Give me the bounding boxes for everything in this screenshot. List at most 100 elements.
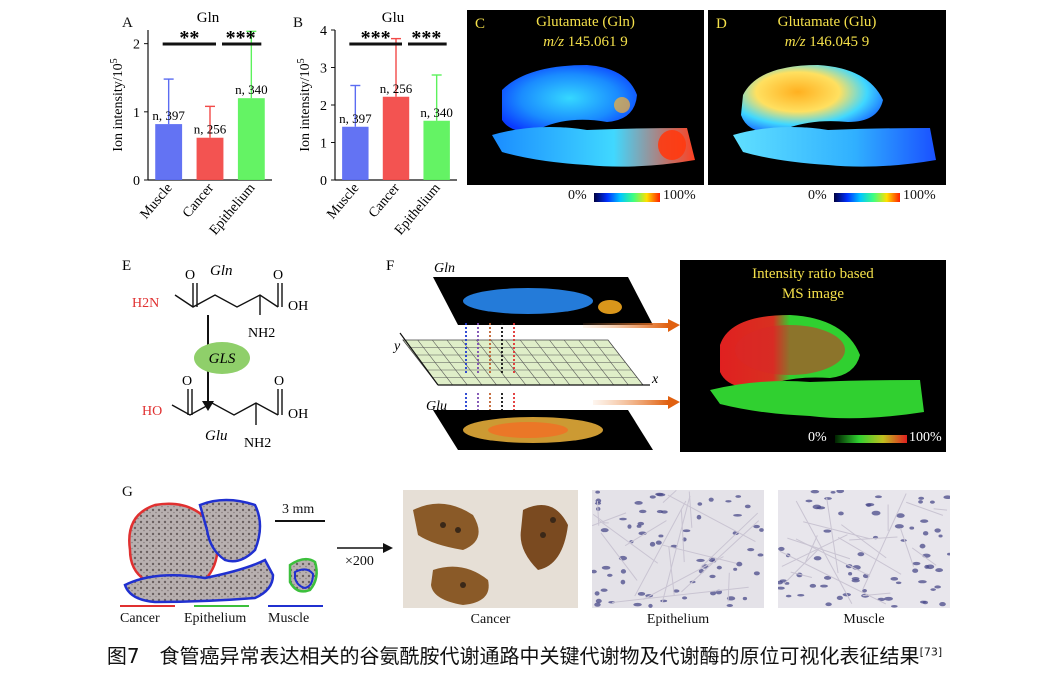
scale-bar (275, 520, 325, 522)
arrowhead-top (668, 319, 680, 332)
enzyme-ellipse (194, 342, 250, 374)
nucleus (862, 588, 867, 593)
nucleus (934, 528, 941, 533)
nucleus (733, 513, 742, 517)
nucleus (920, 519, 929, 523)
legend-line-muscle (268, 605, 323, 607)
nucleus (655, 492, 664, 496)
sig-stars-right: *** (226, 27, 256, 49)
enzyme-label: GLS (209, 351, 236, 367)
panel-b: B Glu 0 1 2 3 4 Ion intensity/105 n, 397 Muscle… (285, 0, 465, 255)
ratio-colorbar (835, 435, 907, 443)
nucleus (779, 579, 787, 583)
nucleus (838, 511, 844, 516)
nucleus (778, 586, 785, 590)
nucleus (810, 490, 820, 494)
nucleus (922, 531, 929, 536)
mz-prefix-d: m/z (784, 34, 806, 50)
nucleus (595, 498, 602, 504)
nucleus (929, 500, 935, 504)
nucleus (660, 599, 668, 603)
legend-label-muscle: Muscle (268, 611, 310, 626)
fiber (803, 521, 870, 540)
mz-value-d: 146.045 9 (809, 34, 870, 50)
gln-h2n: H2N (132, 296, 159, 311)
fiber (600, 532, 638, 581)
nucleus (934, 585, 941, 589)
gln-name: Gln (210, 263, 233, 279)
y-axis-label-exponent: 5 (109, 58, 120, 63)
nucleus (634, 501, 643, 505)
nucleus (716, 565, 722, 570)
nucleus (909, 526, 915, 530)
ratio-title-2: MS image (781, 286, 845, 302)
nucleus (696, 558, 705, 562)
nucleus (830, 490, 836, 494)
nucleus (938, 534, 943, 538)
nucleus (935, 568, 943, 573)
nucleus (708, 497, 714, 502)
micrograph-cancer (403, 490, 578, 608)
legend-line-epithelium (194, 605, 249, 607)
ms-title-d: Glutamate (Glu) (777, 14, 877, 30)
nucleus (655, 540, 662, 545)
micrograph-label-epithelium: Epithelium (646, 612, 710, 627)
fiber (933, 508, 948, 511)
panel-letter-f: F (386, 258, 394, 274)
glu-name: Glu (205, 428, 228, 444)
panel-letter-d: D (716, 16, 727, 32)
nucleus (594, 602, 601, 607)
nucleus (637, 591, 646, 596)
figure-caption: 图7 食管癌异常表达相关的谷氨酰胺代谢通路中关键代谢物及代谢酶的原位可视化表征结… (0, 640, 1049, 669)
fiber (781, 534, 848, 567)
y-axis-label: Ion intensity/105 (109, 58, 127, 151)
nucleus (682, 596, 688, 600)
fiber (634, 500, 687, 597)
micrograph-epithelium (592, 490, 764, 608)
bar (423, 120, 450, 180)
fiber (642, 556, 724, 600)
legend-label-epithelium: Epithelium (184, 611, 247, 626)
ms-mz-d: m/z 146.045 9 (708, 34, 946, 51)
nucleus (660, 510, 668, 514)
nucleus (710, 591, 717, 596)
fiber (862, 493, 907, 591)
ratio-image-body (710, 315, 924, 419)
nucleus (778, 546, 785, 551)
nucleus (726, 604, 734, 607)
fiber (727, 572, 730, 602)
nucleus (633, 602, 642, 607)
colorbar-c (594, 193, 660, 202)
caption-text: 图7 食管癌异常表达相关的谷氨酰胺代谢通路中关键代谢物及代谢酶的原位可视化表征结… (106, 644, 920, 668)
glu-o-right: O (274, 374, 284, 389)
nucleus (627, 524, 632, 529)
nucleus (757, 553, 764, 557)
gln-slab-label: Gln (434, 261, 455, 276)
bar-n-label: n, 256 (194, 122, 227, 137)
y-tick-label: 4 (320, 24, 327, 39)
nucleus (753, 524, 760, 529)
caption-ref: [73] (919, 645, 943, 659)
nucleus (697, 502, 703, 506)
scale-max-c: 100% (663, 188, 696, 203)
gln-slab-hotspot (598, 300, 622, 314)
nucleus (682, 529, 691, 533)
nucleus (725, 500, 732, 503)
category-label: Muscle (324, 181, 362, 222)
bar-n-label: n, 340 (235, 82, 268, 97)
gln-nh2: NH2 (248, 326, 275, 341)
bar (342, 126, 369, 180)
nucleus (865, 502, 875, 507)
nucleus (816, 506, 826, 510)
ratio-schematic: F Gln x y Glu (386, 258, 680, 450)
glu-structure (171, 389, 283, 425)
nucleus (619, 517, 627, 521)
nucleus (759, 528, 764, 532)
ratio-scale-max: 100% (909, 430, 942, 445)
nucleus (600, 528, 609, 533)
nucleus (947, 552, 950, 556)
fiber (783, 547, 820, 585)
micrograph-label-muscle: Muscle (843, 612, 885, 627)
nucleus (735, 495, 742, 498)
gln-structure (174, 283, 283, 315)
